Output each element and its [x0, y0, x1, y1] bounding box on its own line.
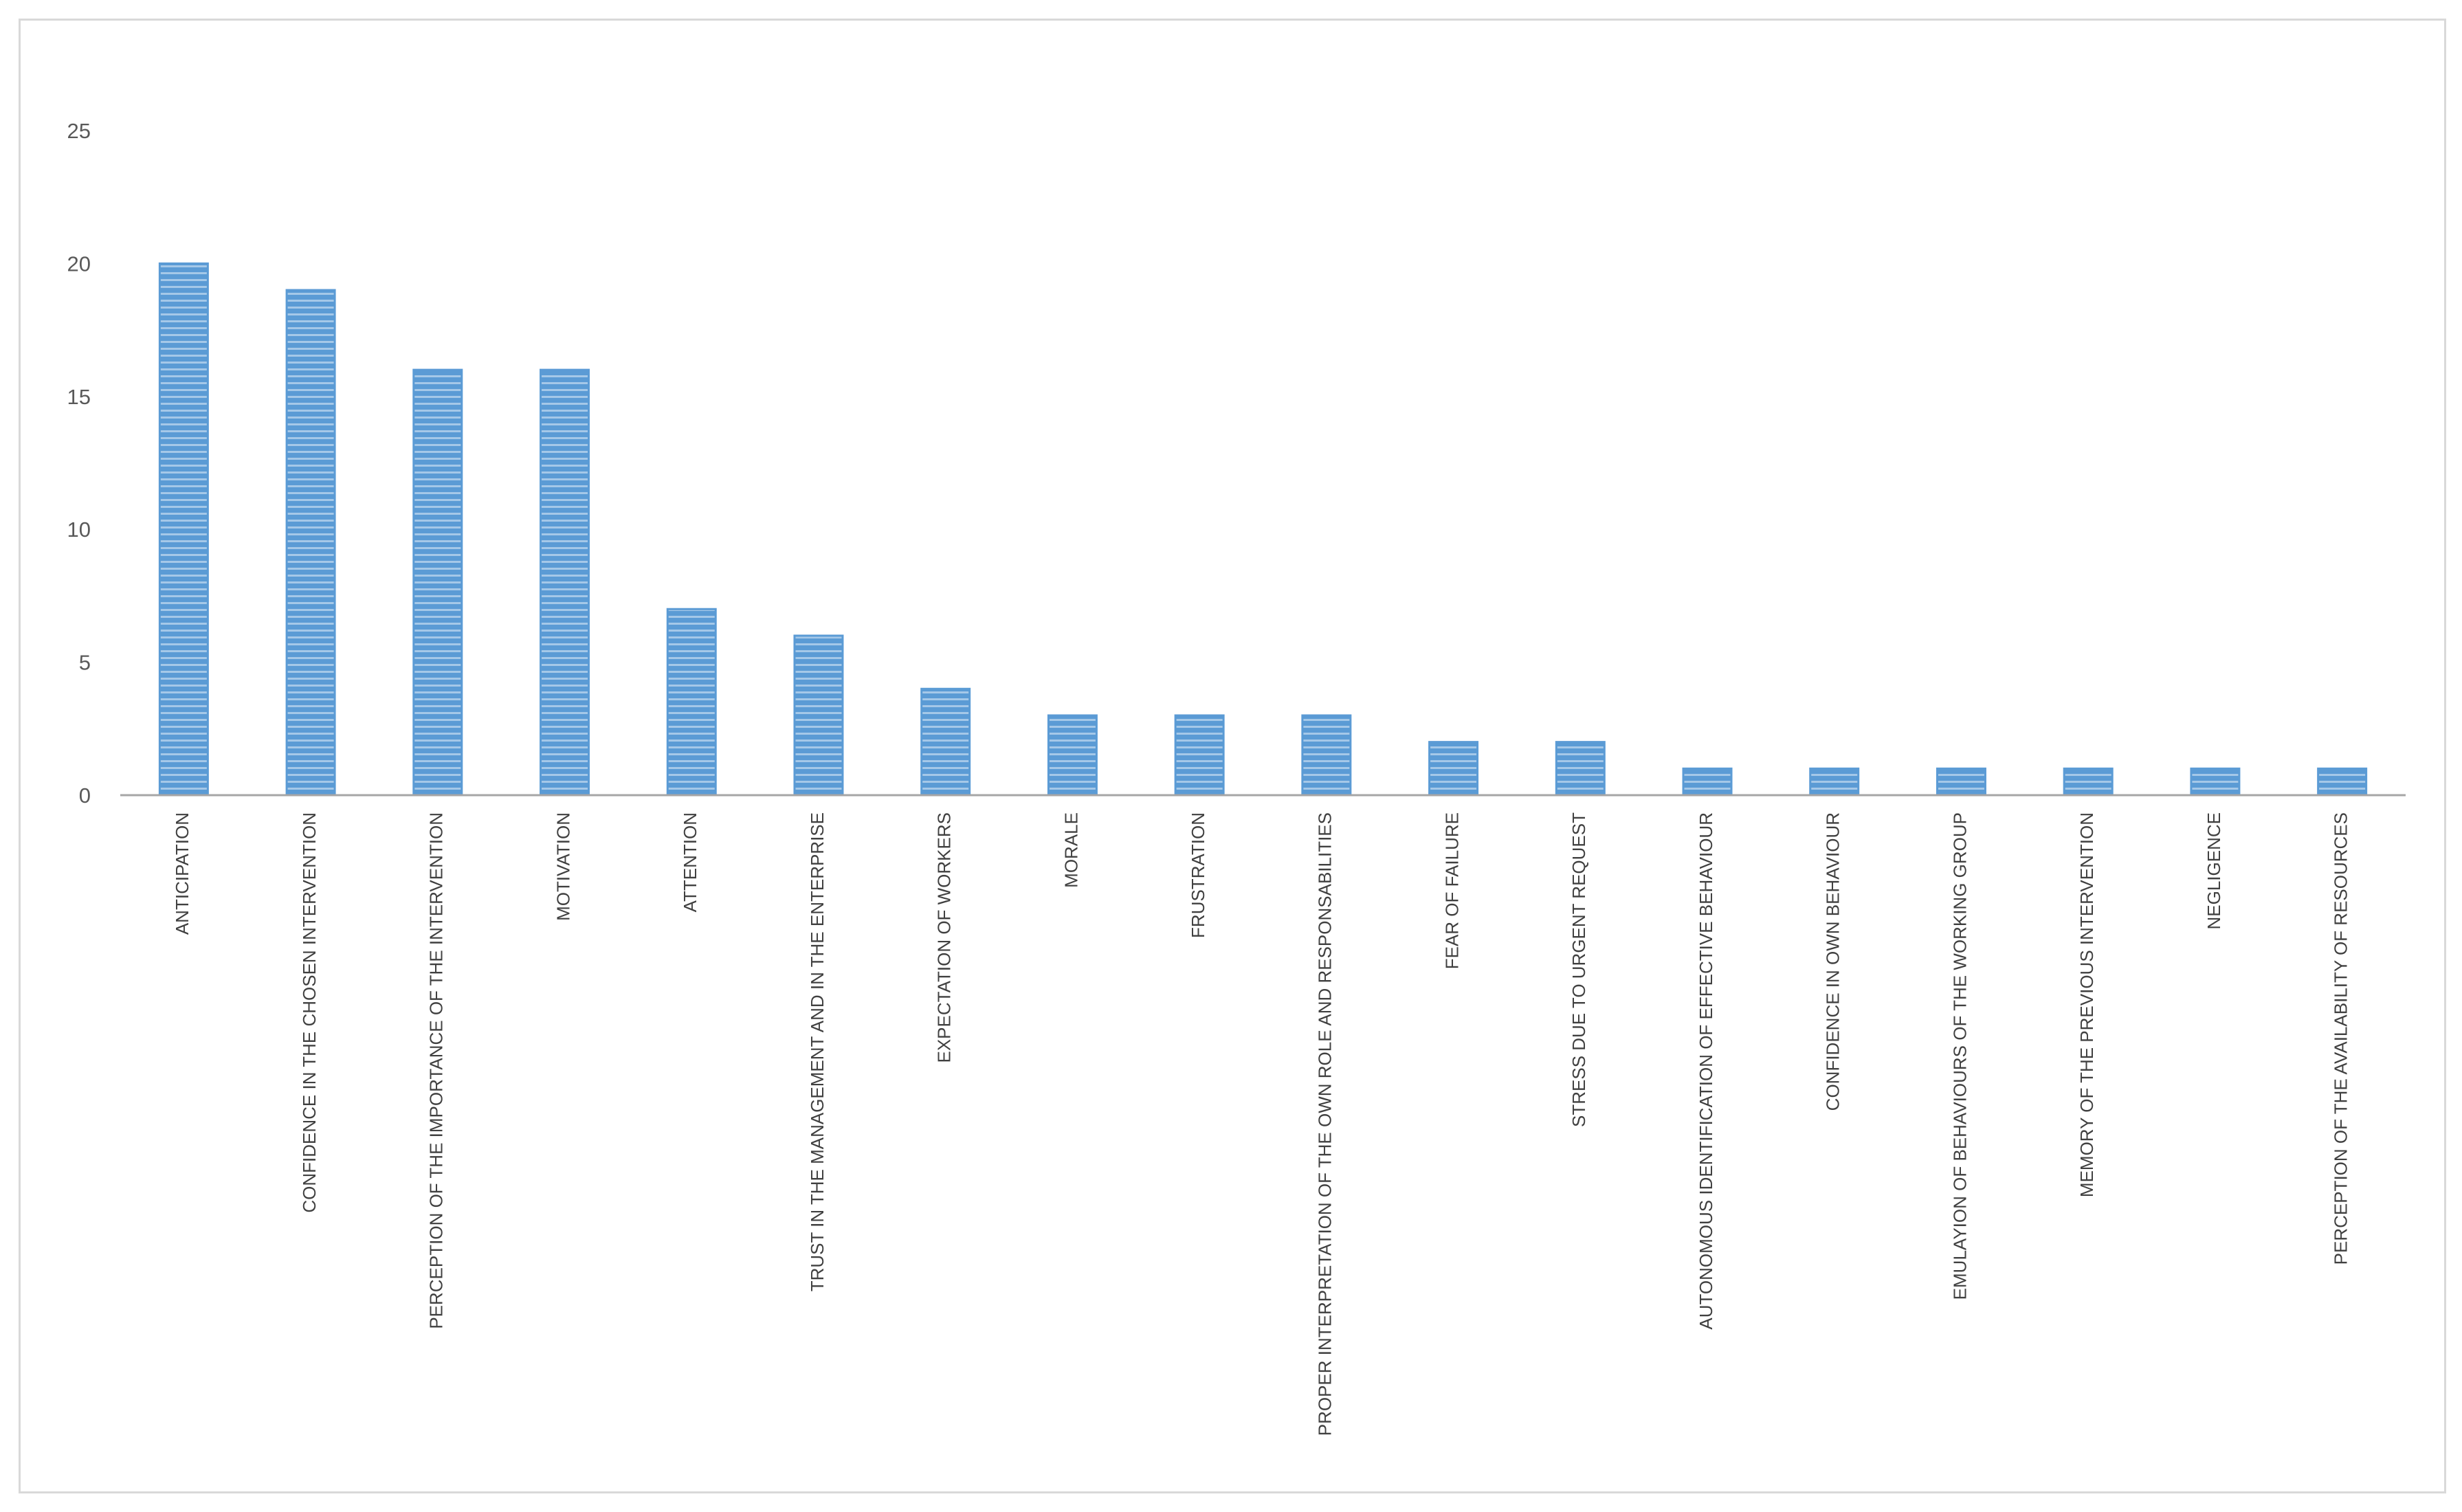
x-category-label: MOTIVATION: [553, 812, 573, 921]
bar: [412, 368, 463, 797]
bar: [285, 289, 336, 797]
bar: [1047, 714, 1098, 797]
category-labels: ANTICIPATION CONFIDENCE IN THE CHOSEN INT…: [172, 812, 2351, 1436]
bar: [1174, 714, 1225, 797]
x-category-label: CONFIDENCE IN THE CHOSEN INTERVENTION: [299, 812, 320, 1213]
x-category-label: PERCEPTION OF THE AVAILABILITY OF RESOUR…: [2331, 812, 2351, 1265]
bars: [158, 262, 2368, 797]
x-category-label: ANTICIPATION: [172, 812, 192, 935]
x-category-label: NEGLIGENCE: [2204, 812, 2224, 930]
x-category-label: MEMORY OF THE PREVIOUS INTERVENTION: [2076, 812, 2097, 1197]
x-category-label: AUTONOMOUS IDENTIFICATION OF EFFECTIVE B…: [1696, 812, 1716, 1330]
bar: [666, 608, 717, 797]
x-category-label: EXPECTATION OF WORKERS: [934, 812, 955, 1063]
bar: [158, 262, 209, 797]
x-category-label: STRESS DUE TO URGENT REQUEST: [1568, 812, 1589, 1127]
y-tick-label: 10: [67, 518, 91, 542]
x-category-label: FEAR OF FAILURE: [1441, 812, 1462, 969]
bar: [2063, 767, 2114, 797]
bar: [920, 687, 971, 797]
x-category-label: PERCEPTION OF THE IMPORTANCE OF THE INTE…: [426, 812, 447, 1329]
x-category-label: PROPER INTERPRETATION OF THE OWN ROLE AN…: [1315, 812, 1335, 1436]
x-category-label: FRUSTRATION: [1188, 812, 1208, 938]
y-tick-label: 15: [67, 385, 91, 409]
y-axis-ticks: 0 5 10 15 20 25: [67, 119, 91, 808]
bar: [1682, 767, 1733, 797]
bar: [1936, 767, 1986, 797]
y-tick-label: 25: [67, 119, 91, 143]
bar: [2190, 767, 2241, 797]
bar: [793, 634, 844, 797]
bar: [540, 368, 590, 797]
bar: [1301, 714, 1352, 797]
x-category-label: CONFIDENCE IN OWN BEHAVIOUR: [1823, 812, 1843, 1111]
y-tick-label: 5: [79, 651, 91, 675]
x-category-label: ATTENTION: [680, 812, 700, 912]
bar: [1809, 767, 1860, 797]
bar: [1555, 741, 1606, 797]
x-category-label: MORALE: [1061, 812, 1081, 888]
bar: [1428, 741, 1479, 797]
x-category-label: TRUST IN THE MANAGEMENT AND IN THE ENTER…: [807, 812, 828, 1291]
y-tick-label: 20: [67, 252, 91, 276]
bar: [2317, 767, 2368, 797]
x-category-label: EMULAYION OF BEHAVIOURS OF THE WORKING G…: [1949, 812, 1970, 1300]
y-tick-label: 0: [79, 783, 91, 808]
